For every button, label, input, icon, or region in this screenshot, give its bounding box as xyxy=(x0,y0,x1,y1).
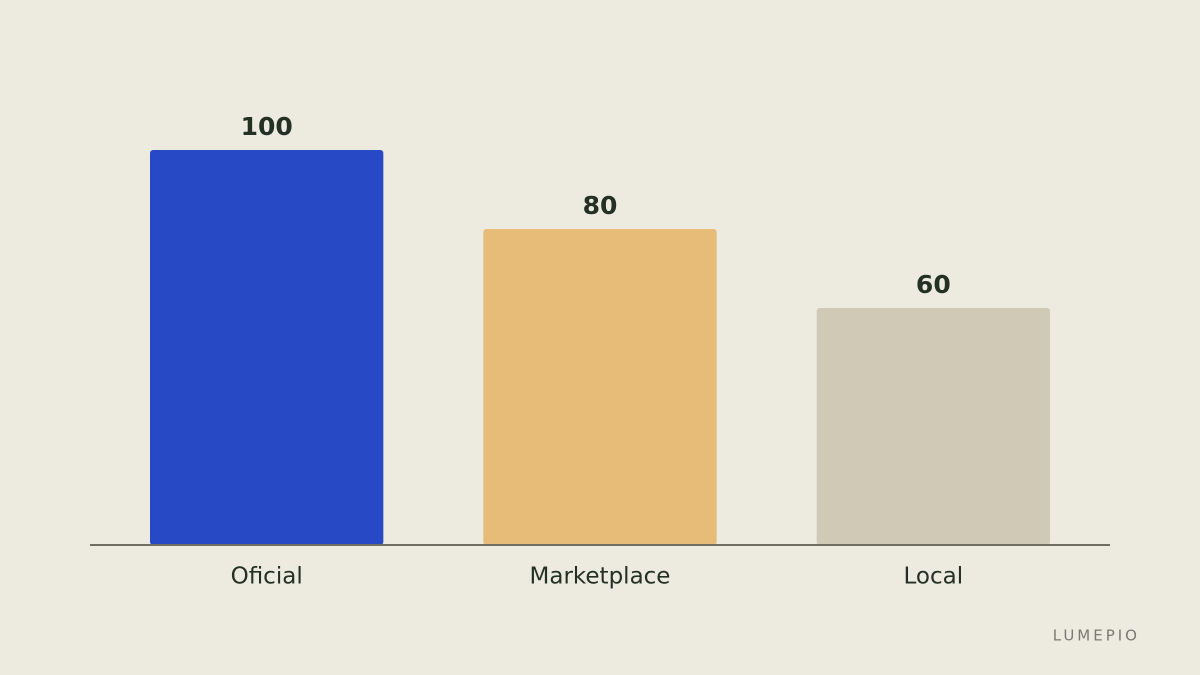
value-label: 80 xyxy=(583,191,618,220)
value-label: 100 xyxy=(241,112,293,141)
bar xyxy=(483,229,717,545)
bar xyxy=(150,150,384,545)
watermark: LUMEPIO xyxy=(1053,627,1140,645)
value-label: 60 xyxy=(916,270,951,299)
x-tick-label: Marketplace xyxy=(530,564,671,590)
x-tick-label: Oficial xyxy=(231,564,303,590)
x-tick-label: Local xyxy=(904,564,964,590)
bar xyxy=(816,308,1050,545)
